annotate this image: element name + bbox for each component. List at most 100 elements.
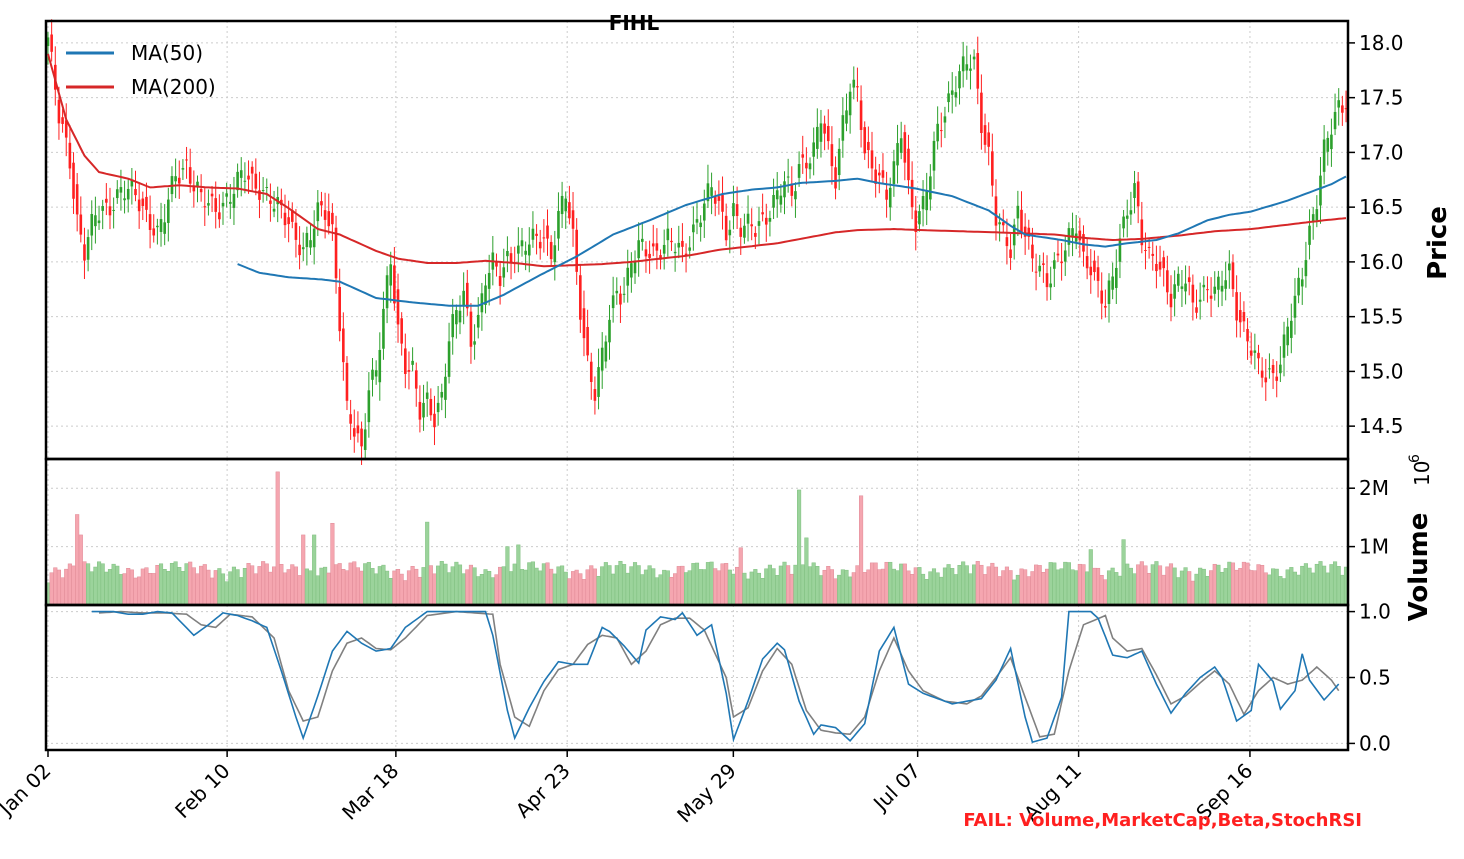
candle-body (218, 212, 221, 220)
volume-bar (899, 563, 904, 606)
volume-bar (49, 572, 54, 606)
candle-body (1311, 214, 1315, 223)
volume-bar (570, 571, 576, 606)
volume-bar (202, 564, 207, 606)
candle-body (670, 240, 673, 243)
volume-bar (859, 495, 864, 606)
volume-bar (96, 561, 102, 606)
candle-body (870, 150, 874, 169)
volume-bar (363, 563, 368, 606)
volume-bar (494, 574, 499, 606)
candle-body (699, 222, 702, 228)
candle-body (331, 212, 334, 225)
volume-bar (931, 568, 937, 606)
candle-body (192, 186, 196, 192)
candle-body (345, 362, 349, 401)
candle-body (334, 227, 338, 279)
volume-bar (924, 579, 929, 606)
volume-bar (997, 576, 1002, 606)
candle-body (706, 183, 710, 202)
volume-bar (432, 573, 437, 606)
volume-axis-label: Volume (1404, 513, 1434, 622)
volume-bar (596, 575, 601, 606)
candle-body (72, 162, 75, 199)
candle-body (728, 229, 732, 236)
candle-body (1162, 257, 1165, 269)
volume-bar (917, 567, 922, 606)
candle-body (1038, 265, 1042, 272)
volume-bar (1106, 570, 1112, 606)
candle-body (797, 164, 801, 178)
price-tick-label: 15.5 (1359, 305, 1404, 329)
volume-bar (199, 565, 204, 606)
candle-body (943, 116, 947, 123)
candle-body (294, 222, 298, 240)
candle-body (954, 92, 958, 98)
price-panel (46, 19, 1348, 465)
volume-bar (939, 576, 944, 606)
candle-body (1253, 350, 1257, 353)
volume-bar (348, 562, 353, 606)
candle-body (557, 210, 560, 239)
volume-bar (1139, 561, 1144, 606)
volume-bar (928, 571, 933, 606)
candle-body (841, 115, 845, 141)
volume-bar (1241, 561, 1246, 606)
volume-bar (786, 565, 791, 606)
candle-body (600, 347, 604, 371)
volume-bar (1198, 567, 1203, 606)
candle-body (622, 293, 626, 295)
x-tick-label: Feb 10 (170, 759, 235, 824)
candle-body (196, 181, 199, 187)
volume-bar (323, 566, 328, 606)
volume-bar (512, 563, 517, 606)
volume-bar (950, 568, 955, 606)
candle-body (404, 348, 407, 374)
candle-body (564, 198, 568, 212)
volume-bar (155, 565, 160, 606)
volume-bar (716, 570, 721, 606)
candle-body (465, 282, 469, 309)
candle-body (881, 170, 885, 178)
candle-body (885, 189, 888, 200)
candle-body (615, 290, 619, 294)
candle-body (1297, 277, 1300, 296)
volume-bar (1260, 564, 1265, 606)
volume-bar (1292, 571, 1298, 606)
candle-body (243, 180, 247, 182)
volume-bar (326, 572, 331, 606)
candle-body (97, 220, 101, 224)
volume-bar (60, 577, 65, 606)
volume-bar (509, 571, 514, 606)
volume-bar (122, 573, 127, 606)
candle-body (899, 138, 903, 153)
volume-bar (673, 573, 678, 606)
candle-body (531, 228, 535, 240)
candle-body (546, 225, 549, 239)
candle-body (1198, 299, 1202, 302)
ma200-line (47, 53, 1347, 268)
volume-bar (829, 569, 834, 606)
candle-body (210, 193, 214, 197)
volume-bar (676, 566, 681, 606)
volume-bar (822, 569, 827, 606)
candle-body (1187, 277, 1191, 283)
candle-body (1264, 377, 1268, 383)
volume-bar (709, 561, 714, 606)
candle-body (812, 142, 815, 157)
volume-bar (264, 563, 269, 606)
price-tick-label: 16.5 (1359, 195, 1404, 219)
volume-bar (888, 561, 893, 606)
candle-body (250, 166, 254, 174)
candle-body (918, 211, 921, 225)
volume-bar (1201, 568, 1206, 606)
volume-bar (304, 568, 309, 606)
gridlines (46, 21, 1348, 750)
candle-body (863, 127, 867, 154)
volume-bar (403, 580, 408, 606)
candle-body (1293, 295, 1297, 318)
candle-body (181, 168, 185, 170)
volume-bar (67, 563, 72, 606)
candle-body (316, 202, 320, 222)
candle-body (579, 275, 582, 320)
